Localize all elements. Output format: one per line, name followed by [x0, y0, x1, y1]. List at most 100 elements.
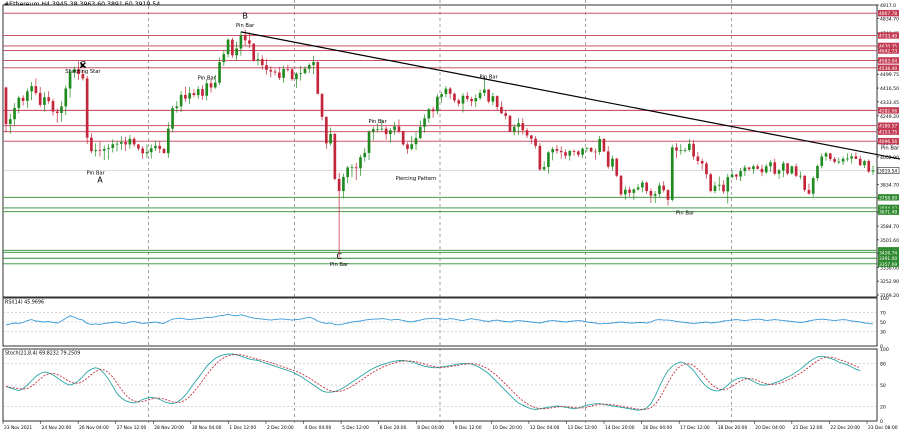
- candle-body: [111, 144, 115, 148]
- candle-body: [666, 190, 670, 200]
- cross-marker: [79, 62, 86, 69]
- support-level-tag-label: 3357.69: [879, 262, 897, 268]
- candle-body: [722, 184, 725, 192]
- candle-body: [166, 128, 170, 154]
- candle-body: [589, 147, 593, 152]
- candle-body: [222, 54, 226, 63]
- resistance-level-tag: [878, 64, 899, 72]
- candle-body: [559, 150, 563, 153]
- candle-body: [124, 142, 127, 145]
- candle-body: [517, 123, 520, 127]
- candle-body: [431, 109, 435, 112]
- candle-body: [188, 93, 191, 99]
- candle-body: [465, 95, 469, 99]
- candle-body: [286, 69, 290, 70]
- candle-body: [739, 171, 742, 177]
- resistance-level-tag-label: 4733.40: [879, 33, 897, 39]
- resistance-level-tag-label: 4670.35: [879, 44, 897, 50]
- candle-body: [389, 130, 392, 135]
- candle-body: [628, 189, 631, 193]
- candle-body: [350, 167, 354, 169]
- wave-label: A: [97, 175, 103, 184]
- osc-tick-label: 100: [880, 296, 889, 302]
- x-tick-label: 10 Dec 20:00: [492, 425, 522, 431]
- candle-body: [282, 69, 285, 78]
- candle-body: [141, 148, 144, 154]
- candle-body: [675, 147, 678, 151]
- candle-body: [393, 126, 396, 131]
- candle-body: [726, 177, 730, 192]
- x-tick-label: 14 Dec 20:00: [605, 425, 635, 431]
- resistance-level-tag-label: 4096.56: [879, 139, 897, 145]
- candle-body: [606, 151, 610, 167]
- candle-body: [752, 166, 755, 170]
- candle-body: [837, 161, 841, 163]
- candle-body: [504, 113, 508, 116]
- x-tick-label: 18 Dec 20:00: [718, 425, 748, 431]
- candle-body: [555, 149, 559, 151]
- candle-body: [213, 82, 217, 88]
- candle-body: [201, 89, 204, 96]
- candle-body: [414, 138, 418, 145]
- candle-body: [55, 111, 59, 114]
- candle-body: [290, 69, 294, 80]
- candle-body: [444, 88, 448, 95]
- candle-body: [730, 174, 734, 178]
- candle-body: [623, 189, 627, 195]
- candle-body: [790, 166, 794, 174]
- candle-body: [735, 174, 738, 177]
- candle-body: [521, 123, 525, 131]
- y-tick-label: 4834.70: [880, 17, 899, 23]
- osc-tick-label: 80: [880, 361, 886, 367]
- support-level-tag: [878, 208, 899, 215]
- candle-body: [649, 191, 653, 196]
- candle-body: [440, 94, 443, 97]
- candle-body: [632, 189, 636, 193]
- candle-body: [269, 69, 273, 72]
- candle-body: [380, 128, 384, 130]
- pattern-label: Pin Bar: [198, 76, 217, 82]
- candle-body: [333, 133, 337, 179]
- candle-body: [60, 106, 63, 114]
- x-tick-label: 12 Dec 04:00: [530, 425, 560, 431]
- candle-body: [478, 92, 482, 99]
- candle-body: [568, 151, 572, 156]
- candle-body: [90, 137, 93, 152]
- x-tick-label: 30 Nov 04:00: [192, 425, 222, 431]
- candle-body: [525, 130, 529, 136]
- candle-body: [209, 83, 213, 88]
- y-tick-label: 3252.90: [880, 279, 899, 285]
- resistance-level-tag: [878, 128, 899, 135]
- candle-body: [619, 175, 623, 195]
- candle-body: [794, 166, 798, 176]
- candle-body: [218, 62, 221, 83]
- candle-body: [474, 98, 478, 102]
- candle-body: [359, 157, 362, 169]
- support-level-tag: [878, 249, 899, 256]
- x-tick-label: 22 Dec 20:00: [830, 425, 860, 431]
- osc-label: RSI(14) 45.9696: [5, 300, 44, 306]
- resistance-level-tag: [878, 47, 899, 54]
- candle-body: [299, 73, 303, 74]
- trendline: [240, 31, 900, 160]
- pattern-label: Pin Bar: [881, 145, 900, 151]
- candle-body: [700, 160, 704, 164]
- candle-body: [307, 65, 311, 69]
- resistance-level-tag: [878, 137, 899, 145]
- wave-label: B: [242, 12, 248, 21]
- candle-body: [158, 145, 162, 149]
- resistance-level-tag-label: 4583.04: [879, 58, 897, 64]
- candle-body: [77, 69, 80, 75]
- candle-body: [470, 98, 473, 102]
- candle-body: [854, 156, 858, 159]
- candle-body: [162, 148, 166, 154]
- candle-body: [483, 89, 486, 93]
- candle-body: [51, 101, 55, 112]
- x-tick-label: 9 Dec 12:00: [455, 425, 482, 431]
- candle-body: [17, 97, 21, 109]
- candle-body: [491, 96, 495, 102]
- candle-body: [295, 73, 298, 80]
- candle-body: [397, 126, 401, 132]
- candle-body: [226, 39, 230, 55]
